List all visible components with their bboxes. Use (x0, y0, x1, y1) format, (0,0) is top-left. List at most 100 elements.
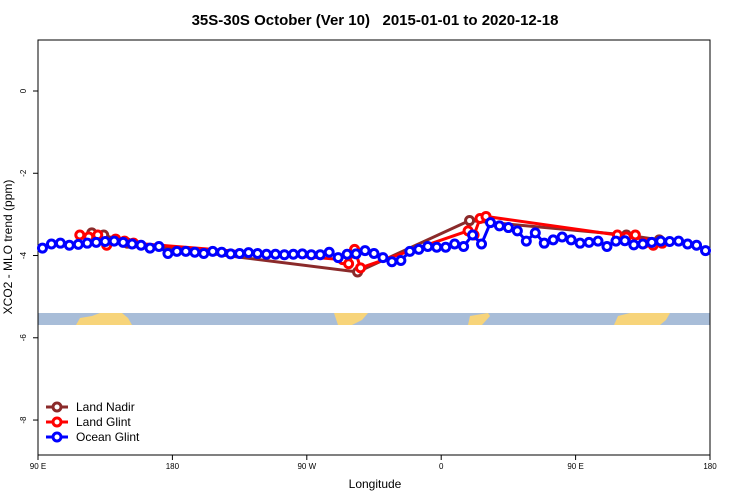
data-point (287, 248, 299, 260)
chart-title: 35S-30S October (Ver 10) 2015-01-01 to 2… (192, 12, 559, 29)
data-point (673, 235, 685, 247)
data-point (464, 215, 476, 227)
data-point (72, 238, 84, 250)
data-point (126, 238, 138, 250)
data-point (476, 238, 488, 250)
data-point (332, 252, 344, 264)
data-point (404, 245, 416, 257)
data-point (431, 241, 443, 253)
data-point (529, 227, 541, 239)
data-point (144, 242, 156, 254)
legend-label: Land Glint (76, 415, 131, 429)
data-point (99, 236, 111, 248)
data-point (189, 246, 201, 258)
land-ocean-strip (38, 313, 710, 325)
data-point (45, 238, 57, 250)
data-point (368, 247, 380, 259)
x-tick-label: 90 W (297, 462, 316, 471)
data-point (117, 236, 129, 248)
data-point (386, 256, 398, 268)
legend-label: Land Nadir (76, 400, 135, 414)
data-point (252, 247, 264, 259)
data-point (341, 248, 353, 260)
data-point (458, 240, 470, 252)
data-point (377, 252, 389, 264)
data-point (547, 234, 559, 246)
data-point (484, 217, 496, 229)
data-point (511, 225, 523, 237)
data-point (637, 238, 649, 250)
data-point (691, 239, 703, 251)
data-point (135, 239, 147, 251)
land-patch (614, 313, 670, 325)
data-point (467, 229, 479, 241)
data-point (305, 249, 317, 261)
data-point (574, 237, 586, 249)
y-tick-label: -8 (19, 416, 28, 424)
data-point (243, 247, 255, 259)
data-point (664, 236, 676, 248)
data-point (269, 248, 281, 260)
legend-marker (51, 431, 63, 443)
data-point (90, 236, 102, 248)
data-point (108, 235, 120, 247)
data-point (628, 239, 640, 251)
data-point (592, 235, 604, 247)
data-point (225, 248, 237, 260)
data-point (260, 248, 272, 260)
data-point (198, 247, 210, 259)
data-point (180, 245, 192, 257)
legend-marker (51, 416, 63, 428)
data-point (655, 235, 667, 247)
x-tick-label: 180 (166, 462, 180, 471)
data-point (355, 262, 367, 274)
data-point (413, 243, 425, 255)
data-point (296, 248, 308, 260)
land-patch (76, 313, 132, 325)
data-point (359, 245, 371, 257)
data-point (493, 220, 505, 232)
data-point (556, 231, 568, 243)
y-tick-label: -4 (19, 251, 28, 259)
land-patch (334, 313, 368, 325)
data-point (314, 249, 326, 261)
legend-label: Ocean Glint (76, 430, 140, 444)
data-point (216, 246, 228, 258)
ocean-band (38, 313, 710, 325)
data-point (343, 258, 355, 270)
y-tick-label: -6 (19, 334, 28, 342)
y-tick-label: 0 (19, 88, 28, 93)
data-point (565, 234, 577, 246)
data-point (520, 235, 532, 247)
x-tick-label: 180 (703, 462, 717, 471)
data-point (63, 239, 75, 251)
data-point (323, 246, 335, 258)
data-point (350, 248, 362, 260)
data-point (449, 238, 461, 250)
y-tick-label: -2 (19, 169, 28, 177)
data-point (502, 222, 514, 234)
y-axis-label: XCO2 - MLO trend (ppm) (1, 180, 15, 315)
x-axis-label: Longitude (349, 477, 402, 491)
x-tick-label: 90 E (30, 462, 46, 471)
x-tick-label: 0 (439, 462, 444, 471)
data-point (619, 235, 631, 247)
data-point (629, 229, 641, 241)
data-point (583, 236, 595, 248)
data-point (440, 241, 452, 253)
data-point (54, 237, 66, 249)
data-point (153, 240, 165, 252)
data-point (278, 249, 290, 261)
data-point (395, 254, 407, 266)
data-point (646, 236, 658, 248)
data-point (422, 240, 434, 252)
data-point (234, 247, 246, 259)
data-point (682, 238, 694, 250)
data-point (538, 237, 550, 249)
data-point (700, 245, 712, 257)
data-point (81, 237, 93, 249)
land-patch (468, 313, 490, 325)
data-point (74, 229, 86, 241)
